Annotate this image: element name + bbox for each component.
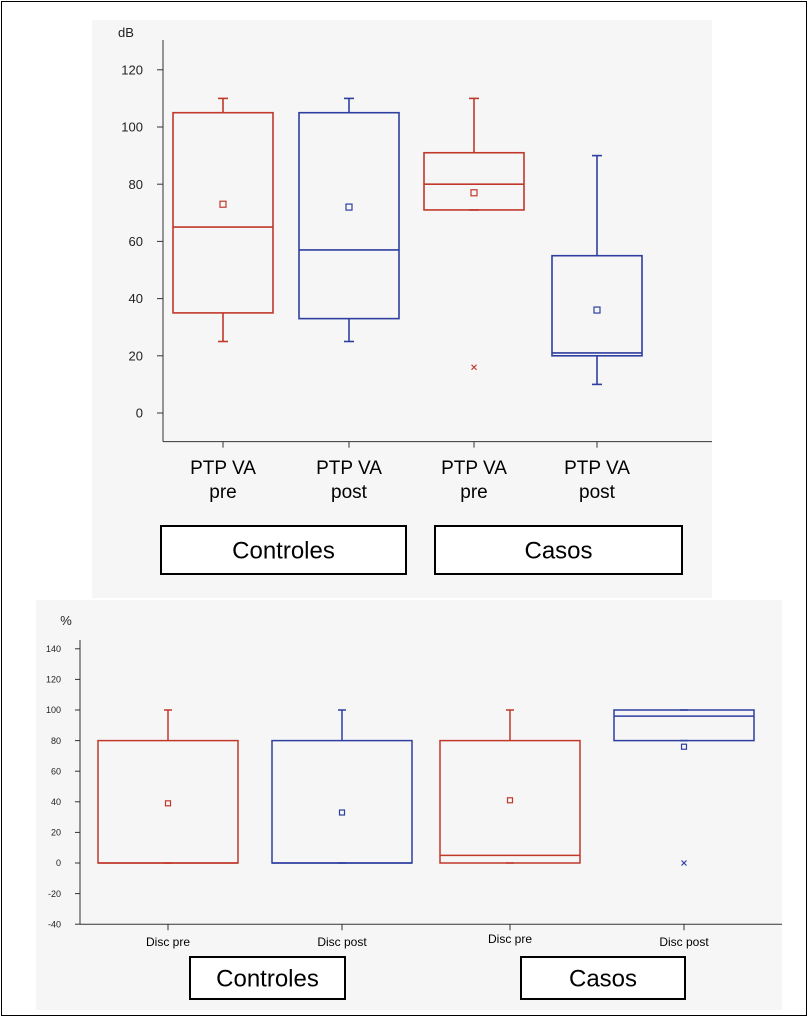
- y-tick-label: 0: [136, 406, 143, 421]
- box-iqr: [439, 739, 581, 864]
- box-series-1: [97, 709, 239, 864]
- box-iqr: [551, 254, 643, 357]
- box-series-4: [613, 709, 755, 866]
- y-unit-label: dB: [118, 25, 134, 40]
- box-iqr: [172, 111, 274, 314]
- group-box: [434, 525, 683, 575]
- y-tick-label: 60: [51, 766, 61, 776]
- box-series-2: [271, 709, 413, 864]
- category-label: post: [331, 482, 368, 503]
- outlier-marker: [681, 860, 687, 866]
- plot-panel: [36, 600, 782, 1010]
- group-label: Controles: [216, 966, 319, 993]
- y-tick-label: -40: [48, 919, 61, 929]
- y-tick-label: 40: [129, 291, 143, 306]
- group-box: [520, 956, 686, 1000]
- box-series-3: [423, 97, 525, 371]
- group-label: Casos: [524, 538, 592, 565]
- y-tick-label: 60: [129, 234, 143, 249]
- mean-marker: [470, 189, 478, 197]
- outlier-marker: [471, 364, 477, 371]
- category-label: PTP VA: [564, 458, 630, 479]
- mean-marker: [593, 306, 601, 314]
- category-label: PTP VA: [316, 458, 382, 479]
- y-tick-label: 100: [121, 120, 143, 135]
- y-tick-label: 140: [46, 644, 61, 654]
- mean-marker: [164, 800, 172, 807]
- y-tick-label: 120: [46, 675, 61, 685]
- mean-marker: [680, 743, 688, 750]
- box-series-1: [172, 97, 274, 343]
- box-series-3: [439, 709, 581, 864]
- category-label: post: [579, 482, 616, 503]
- box-iqr: [423, 151, 525, 211]
- y-tick-label: 20: [129, 348, 143, 363]
- box-iqr: [298, 111, 400, 320]
- group-label: Casos: [569, 966, 637, 993]
- mean-marker: [506, 797, 514, 804]
- category-label: Disc pre: [488, 932, 532, 946]
- y-unit-label: %: [60, 613, 72, 628]
- category-label: PTP VA: [441, 458, 507, 479]
- mean-marker: [219, 200, 227, 208]
- y-tick-label: 100: [46, 705, 61, 715]
- category-label: pre: [460, 482, 487, 503]
- category-label: Disc post: [659, 935, 709, 949]
- category-label: Disc pre: [146, 935, 190, 949]
- group-box: [160, 525, 407, 575]
- category-label: PTP VA: [190, 458, 256, 479]
- y-tick-label: 40: [51, 797, 61, 807]
- y-tick-label: 120: [121, 62, 143, 77]
- y-tick-label: 20: [51, 828, 61, 838]
- box-series-2: [298, 97, 400, 343]
- mean-marker: [338, 809, 346, 816]
- category-label: Disc post: [317, 935, 367, 949]
- category-label: pre: [209, 482, 236, 503]
- y-tick-label: 80: [129, 177, 143, 192]
- mean-marker: [345, 203, 353, 211]
- y-tick-label: 80: [51, 736, 61, 746]
- chart-db-boxplot: dB 0 20 40 60 80 100 120 PTP VA pre PTP VA post PTP …: [92, 20, 712, 598]
- y-tick-label: -20: [48, 889, 61, 899]
- group-box: [189, 956, 346, 1000]
- plot-panel: [92, 20, 712, 598]
- group-label: Controles: [232, 538, 335, 565]
- box-iqr: [613, 709, 755, 742]
- box-series-4: [551, 154, 643, 386]
- y-tick-label: 0: [56, 858, 61, 868]
